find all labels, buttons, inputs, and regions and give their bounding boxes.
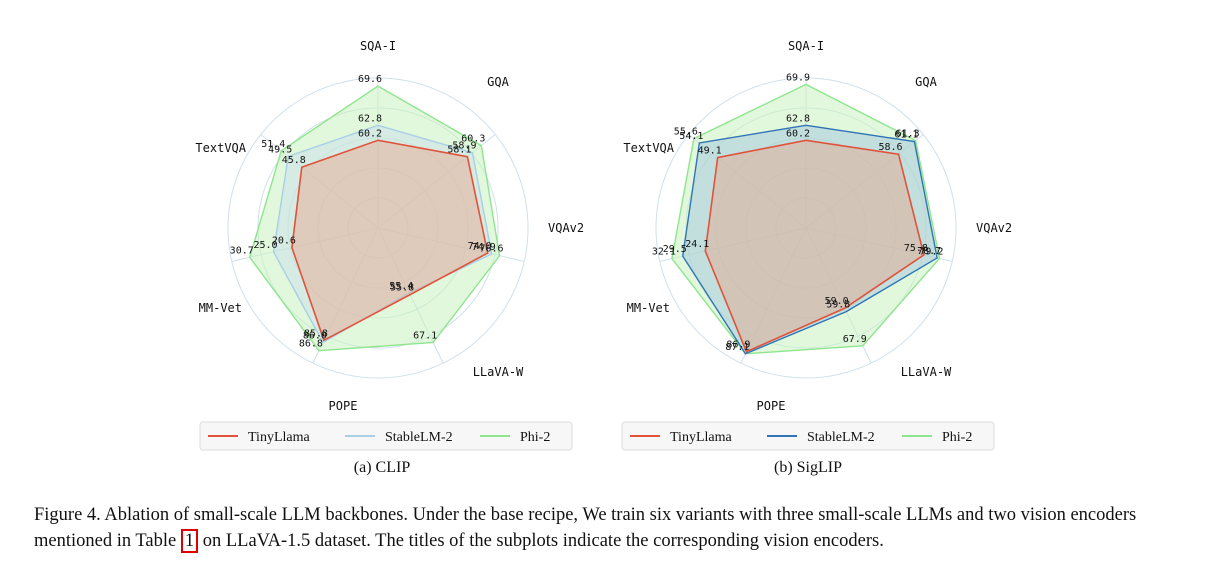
value-label-phi-2-sqa-i: 69.6 (358, 74, 382, 85)
value-label-stablelm-2-textvqa: 49.5 (268, 144, 292, 155)
series-tinyllama-polygon (704, 139, 925, 353)
value-label-phi-2-llava-w: 67.9 (843, 334, 867, 345)
value-label-tinyllama-gqa: 58.6 (879, 142, 903, 153)
value-label-phi-2-pope: 87.1 (725, 342, 749, 353)
value-label-stablelm-2-llava-w: 59.8 (826, 300, 850, 311)
series-stablelm-2-polygon (682, 124, 938, 355)
legend-label-stablelm-2: StableLM-2 (385, 430, 453, 445)
axis-label-vqav2: VQAv2 (976, 221, 1012, 235)
legend-box (199, 421, 573, 451)
axis-label-pope: POPE (757, 399, 786, 413)
value-label-phi-2-pope: 86.8 (299, 339, 323, 350)
series-phi-2-polygon (671, 83, 941, 355)
value-label-stablelm-2-llava-w: 55.4 (389, 281, 413, 292)
legend-box (621, 421, 995, 451)
subplot-caption: (b) SigLIP (774, 459, 842, 476)
value-label-tinyllama-mm-vet: 20.6 (272, 236, 296, 247)
value-label-stablelm-2-mm-vet: 25.0 (253, 240, 277, 251)
value-label-tinyllama-mm-vet: 24.1 (685, 239, 709, 250)
legend-label-stablelm-2: StableLM-2 (807, 430, 875, 445)
axis-label-llava-w: LLaVA-W (901, 365, 952, 379)
axis-label-textvqa: TextVQA (623, 141, 674, 155)
value-label-phi-2-mm-vet: 30.7 (230, 245, 254, 256)
value-label-phi-2-mm-vet: 32.1 (652, 247, 676, 258)
legend-label-phi-2: Phi-2 (942, 430, 972, 445)
axis-label-llava-w: LLaVA-W (473, 365, 524, 379)
legend-label-phi-2: Phi-2 (520, 430, 550, 445)
value-label-tinyllama-textvqa: 49.1 (698, 146, 722, 157)
value-label-phi-2-llava-w: 67.1 (413, 330, 437, 341)
value-label-phi-2-sqa-i: 69.9 (786, 72, 810, 83)
figure-caption: Figure 4. Ablation of small-scale LLM ba… (34, 502, 1199, 554)
value-label-tinyllama-pope: 85.8 (304, 328, 328, 339)
axis-label-vqav2: VQAv2 (548, 221, 584, 235)
value-label-tinyllama-vqav2: 75.8 (904, 243, 928, 254)
caption-text-before: Figure 4. Ablation of small-scale LLM ba… (34, 505, 1137, 551)
value-label-phi-2-vqav2: 79.2 (919, 246, 943, 257)
value-label-stablelm-2-sqa-i: 62.8 (358, 113, 382, 124)
legend: TinyLlama StableLM-2 Phi-2 (621, 421, 995, 451)
value-label-tinyllama-textvqa: 45.8 (282, 155, 306, 166)
value-label-phi-2-vqav2: 76.6 (480, 244, 504, 255)
radar-chart-clip: 60.2 58.1 74.0 55.8 85.8 20.6 45.8 62.8 58.9 74.9… (195, 39, 584, 476)
value-label-stablelm-2-gqa: 61.1 (894, 130, 918, 141)
axis-label-sqa-i: SQA-I (360, 39, 396, 53)
axis-label-mm-vet: MM-Vet (199, 301, 242, 315)
value-label-tinyllama-llava-w: 59.0 (825, 296, 849, 307)
value-label-stablelm-2-mm-vet: 29.5 (663, 244, 687, 255)
value-label-stablelm-2-vqav2: 74.9 (472, 242, 496, 253)
value-label-stablelm-2-vqav2: 78.7 (917, 246, 941, 257)
value-label-stablelm-2-pope: 86.0 (303, 330, 327, 341)
series-phi-2-polygon (248, 85, 501, 352)
caption-text-after: on LLaVA-1.5 dataset. The titles of the … (198, 531, 884, 551)
subplot-caption: (a) CLIP (354, 459, 411, 476)
value-label-tinyllama-pope: 86.9 (726, 340, 750, 351)
value-label-phi-2-gqa: 60.3 (461, 134, 485, 145)
radar-chart-siglip: 60.2 58.6 75.8 59.0 86.9 24.1 49.1 62.8 61.1 78.7… (621, 39, 1012, 476)
value-label-tinyllama-sqa-i: 60.2 (358, 128, 382, 139)
value-label-tinyllama-gqa: 58.1 (447, 145, 471, 156)
value-label-phi-2-textvqa: 55.6 (674, 127, 698, 138)
axis-label-textvqa: TextVQA (195, 141, 246, 155)
value-label-stablelm-2-textvqa: 54.1 (679, 131, 703, 142)
value-label-phi-2-textvqa: 51.4 (261, 139, 285, 150)
axis-label-gqa: GQA (487, 75, 509, 89)
table-reference-link[interactable]: 1 (180, 529, 199, 553)
legend-label-tinyllama: TinyLlama (248, 430, 310, 445)
axis-label-gqa: GQA (915, 75, 937, 89)
axis-label-sqa-i: SQA-I (788, 39, 824, 53)
value-label-stablelm-2-sqa-i: 62.8 (786, 113, 810, 124)
axis-label-mm-vet: MM-Vet (627, 301, 670, 315)
legend: TinyLlama StableLM-2 Phi-2 (199, 421, 573, 451)
value-label-stablelm-2-gqa: 58.9 (452, 141, 476, 152)
value-label-tinyllama-vqav2: 74.0 (468, 241, 492, 252)
series-tinyllama-polygon (291, 139, 489, 342)
value-label-tinyllama-sqa-i: 60.2 (786, 128, 810, 139)
figure-canvas: 60.2 58.1 74.0 55.8 85.8 20.6 45.8 62.8 58.9 74.9… (195, 39, 1012, 476)
value-label-phi-2-gqa: 61.3 (896, 129, 920, 140)
axis-label-pope: POPE (329, 399, 358, 413)
value-label-tinyllama-llava-w: 55.8 (390, 283, 414, 294)
legend-label-tinyllama: TinyLlama (670, 430, 732, 445)
